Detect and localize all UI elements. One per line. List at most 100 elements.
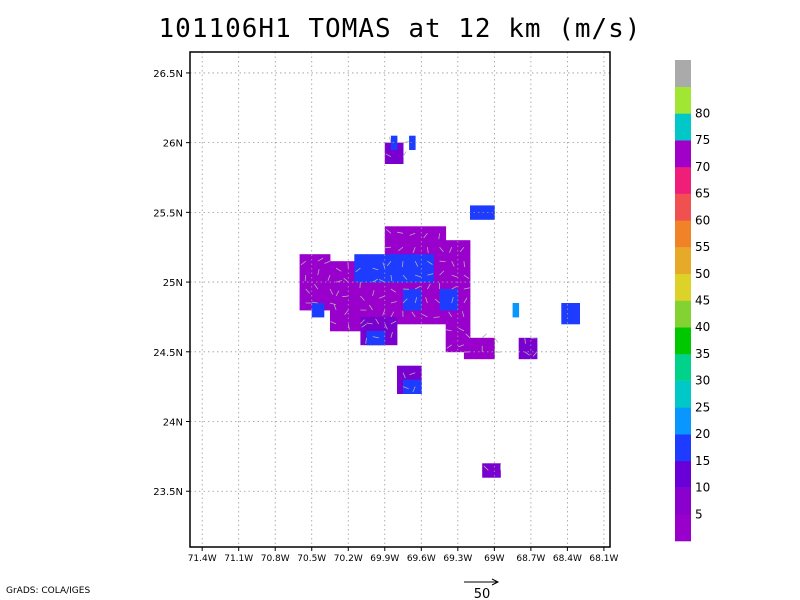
lat-tick-label: 24N bbox=[163, 418, 183, 429]
lat-tick-label: 26N bbox=[163, 139, 183, 150]
wind-cell bbox=[390, 275, 398, 283]
wind-cell bbox=[384, 240, 392, 248]
wind-cell bbox=[317, 289, 325, 297]
wind-cell bbox=[372, 303, 380, 311]
wind-cell bbox=[451, 303, 459, 311]
wind-cell bbox=[378, 282, 386, 290]
colorbar-swatch bbox=[675, 514, 691, 542]
wind-cell bbox=[463, 323, 471, 332]
wind-cell bbox=[378, 323, 386, 332]
wind-vector bbox=[409, 372, 416, 376]
wind-cell bbox=[317, 303, 325, 311]
wind-cell bbox=[366, 303, 373, 311]
wind-cell bbox=[348, 323, 355, 332]
wind-cell bbox=[384, 316, 392, 325]
wind-cell bbox=[445, 330, 453, 339]
wind-cell bbox=[427, 310, 434, 318]
wind-cell bbox=[378, 310, 386, 318]
wind-vector bbox=[449, 247, 453, 253]
wind-cell bbox=[299, 261, 307, 269]
wind-cell bbox=[360, 303, 367, 311]
wind-cell bbox=[403, 226, 410, 234]
wind-vector bbox=[463, 297, 468, 304]
wind-cell bbox=[567, 310, 574, 318]
wind-cell bbox=[524, 344, 532, 353]
wind-cell bbox=[421, 316, 428, 325]
wind-cell bbox=[342, 268, 349, 276]
wind-cell bbox=[415, 303, 422, 311]
wind-cell bbox=[384, 156, 392, 164]
colorbar-label: 75 bbox=[695, 133, 710, 147]
wind-cell bbox=[476, 351, 483, 360]
colorbar-swatch bbox=[675, 353, 691, 381]
wind-cell bbox=[397, 275, 404, 283]
wind-cell bbox=[427, 289, 434, 297]
wind-cell bbox=[305, 282, 313, 290]
wind-cell bbox=[403, 233, 410, 241]
wind-cell bbox=[354, 268, 361, 276]
wind-vector bbox=[379, 295, 385, 299]
wind-cell bbox=[409, 240, 416, 248]
wind-cell bbox=[372, 316, 380, 325]
wind-vector bbox=[414, 297, 418, 304]
wind-cell bbox=[421, 247, 428, 255]
wind-cell bbox=[390, 268, 398, 276]
wind-cell bbox=[567, 303, 574, 311]
credit-footer: GrADS: COLA/IGES bbox=[6, 586, 91, 596]
wind-cell bbox=[439, 310, 447, 318]
wind-cell bbox=[488, 337, 495, 346]
wind-cell bbox=[451, 344, 459, 353]
wind-cell bbox=[561, 316, 568, 325]
wind-vector bbox=[335, 280, 343, 283]
colorbar-swatch bbox=[675, 140, 691, 168]
wind-cell bbox=[384, 337, 392, 346]
wind-vector bbox=[305, 288, 310, 294]
wind-cell bbox=[457, 296, 465, 304]
wind-cell bbox=[567, 316, 574, 325]
wind-cell bbox=[415, 372, 422, 381]
wind-cell bbox=[378, 261, 386, 269]
wind-cell bbox=[366, 296, 373, 304]
wind-cell bbox=[451, 240, 459, 248]
lat-tick-label: 26.5N bbox=[153, 69, 183, 80]
colorbar-swatch bbox=[675, 434, 691, 462]
wind-cell bbox=[366, 310, 373, 318]
wind-cell bbox=[433, 310, 440, 318]
wind-vector bbox=[425, 297, 428, 304]
wind-vector bbox=[344, 309, 349, 316]
lon-tick-label: 68.1W bbox=[589, 554, 618, 564]
wind-vector bbox=[451, 285, 458, 290]
wind-cell bbox=[445, 303, 453, 311]
wind-cell bbox=[470, 351, 477, 360]
wind-cell bbox=[476, 344, 483, 353]
wind-vector bbox=[347, 323, 350, 330]
wind-cell bbox=[439, 261, 447, 269]
wind-cell bbox=[445, 310, 453, 318]
wind-cell bbox=[433, 226, 440, 234]
wind-cell bbox=[512, 310, 520, 318]
wind-cell bbox=[384, 310, 392, 318]
wind-cell bbox=[384, 149, 392, 157]
latitude-axis-labels: 26.5N 26N 25.5N 25N 24.5N 24N 23.5N bbox=[153, 69, 183, 498]
wind-cell bbox=[397, 254, 404, 262]
wind-cell bbox=[397, 372, 404, 381]
wind-vector bbox=[411, 311, 416, 318]
wind-vector bbox=[329, 302, 336, 305]
wind-cell bbox=[342, 289, 349, 297]
wind-vector bbox=[365, 337, 367, 344]
wind-cell bbox=[445, 247, 453, 255]
wind-vector bbox=[434, 298, 440, 304]
wind-cell bbox=[336, 310, 343, 318]
colorbar-swatch bbox=[675, 113, 691, 141]
wind-cell bbox=[409, 254, 416, 262]
lon-tick-label: 70.8W bbox=[261, 554, 290, 564]
wind-cell bbox=[390, 337, 398, 346]
wind-cell bbox=[372, 289, 380, 297]
wind-cell bbox=[390, 303, 398, 311]
wind-cell bbox=[390, 149, 398, 157]
wind-cell bbox=[378, 254, 386, 262]
wind-vector bbox=[463, 287, 470, 290]
wind-vector bbox=[458, 344, 465, 348]
wind-cell bbox=[439, 316, 447, 325]
wind-cell bbox=[451, 254, 459, 262]
